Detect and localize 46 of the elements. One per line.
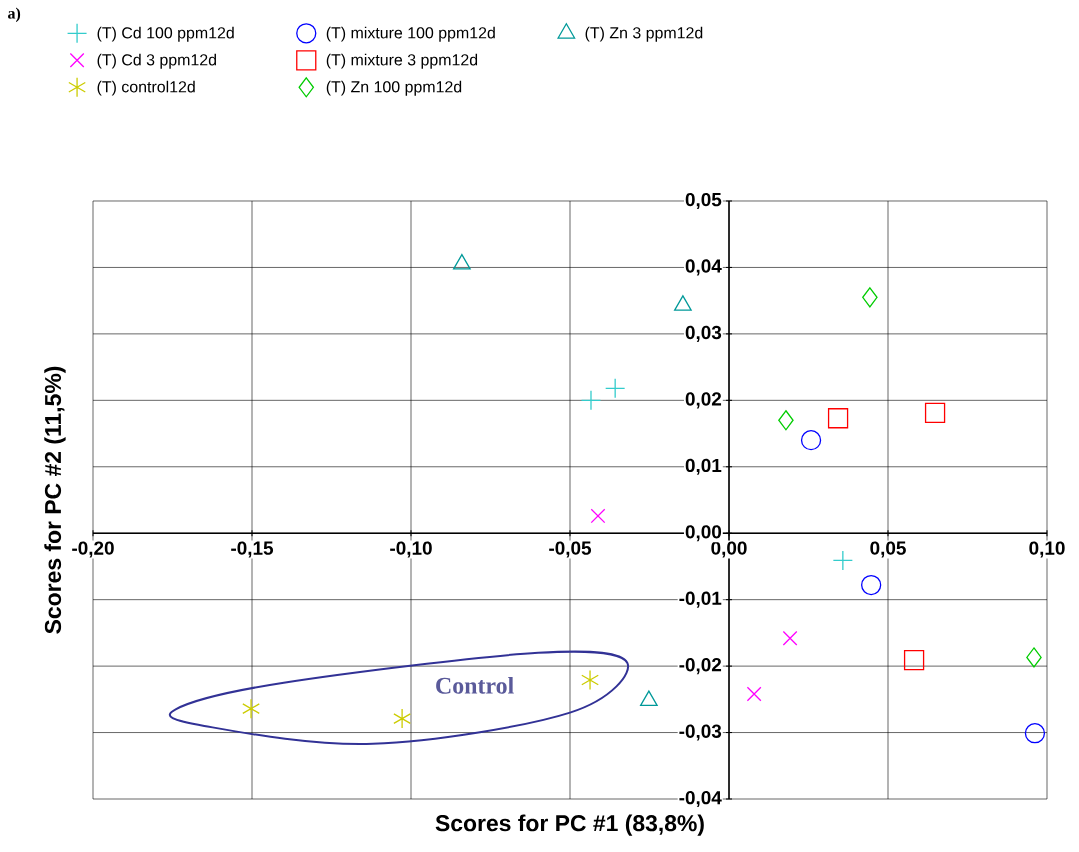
y-axis-title: Scores for PC #2 (11,5%) — [44, 366, 66, 634]
point — [832, 550, 854, 571]
y-tick-label: -0,03 — [679, 724, 722, 741]
x-tick-label: -0,10 — [390, 541, 432, 558]
point — [580, 390, 602, 411]
point — [800, 430, 822, 451]
point — [1026, 647, 1042, 668]
y-tick-label: 0,02 — [685, 392, 722, 409]
y-tick-label: 0,04 — [685, 259, 722, 276]
y-tick-label: -0,04 — [679, 790, 722, 808]
point — [827, 408, 849, 429]
annotation: Control — [436, 676, 514, 694]
y-tick-label: 0,05 — [685, 192, 722, 210]
point — [590, 508, 606, 524]
x-tick-label: 0,05 — [870, 541, 906, 558]
y-tick-label: 0,00 — [685, 525, 722, 542]
point — [903, 649, 925, 671]
point — [924, 402, 946, 424]
y-tick-label: 0,01 — [685, 458, 722, 475]
legend-label: (T) Zn 3 ppm12d — [585, 26, 703, 42]
point — [1024, 723, 1046, 744]
point — [242, 698, 260, 719]
point — [861, 574, 882, 596]
x-tick-label: -0,05 — [549, 541, 592, 558]
y-tick-label: -0,01 — [679, 591, 722, 608]
legend-label: (T) mixture 3 ppm12d — [326, 53, 478, 69]
text: a) — [8, 7, 21, 22]
x-axis-title: Scores for PC #1 (83,8%) — [435, 814, 704, 836]
point — [581, 669, 599, 691]
point — [746, 686, 762, 702]
legend-label: (T) Cd 100 ppm12d — [97, 26, 234, 42]
y-tick-label: -0,02 — [679, 658, 722, 675]
legend-label: (T) mixture 100 ppm12d — [326, 26, 495, 42]
point — [778, 410, 794, 431]
point — [393, 708, 411, 729]
y-tick-label: 0,03 — [685, 325, 722, 342]
x-tick-label: -0,20 — [72, 541, 114, 558]
legend-label: (T) control12d — [97, 80, 195, 96]
legend-label: (T) Cd 3 ppm12d — [97, 53, 216, 69]
point — [862, 287, 878, 308]
x-tick-label: 0,00 — [711, 541, 747, 558]
x-tick-label: 0,10 — [1029, 541, 1065, 558]
point — [605, 378, 626, 399]
point — [782, 630, 798, 646]
legend-label: (T) Zn 100 ppm12d — [326, 80, 462, 96]
x-tick-label: -0,15 — [231, 541, 274, 558]
